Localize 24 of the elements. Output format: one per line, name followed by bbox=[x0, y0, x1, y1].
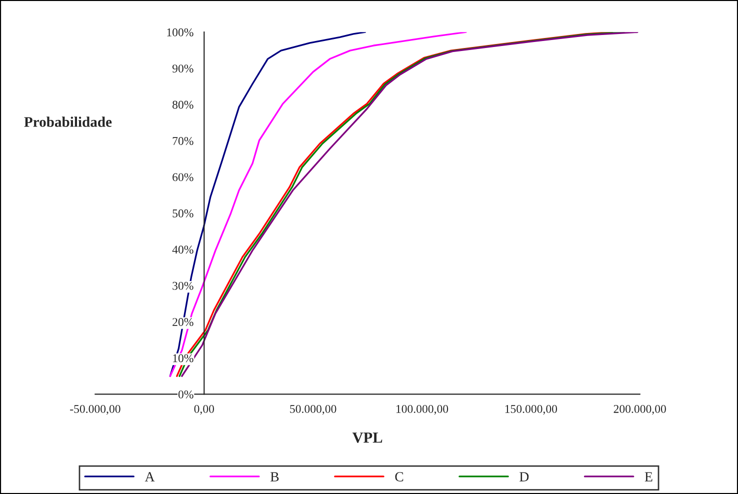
y-tick-label: 90% bbox=[172, 64, 194, 73]
y-tick-label: 60% bbox=[172, 173, 194, 182]
x-tick-label: 0,00 bbox=[194, 404, 214, 415]
legend-label: D bbox=[520, 472, 529, 482]
legend-label: B bbox=[270, 472, 279, 482]
x-tick-label: 150.000,00 bbox=[505, 404, 558, 415]
y-tick-label: 40% bbox=[172, 246, 194, 254]
legend-label: E bbox=[644, 472, 652, 482]
y-tick-label: 0% bbox=[178, 390, 194, 398]
legend-label: C bbox=[395, 472, 404, 482]
y-tick-label: 100% bbox=[167, 28, 194, 36]
y-tick-label: 10% bbox=[173, 354, 194, 362]
y-axis-title: Probabilidade bbox=[24, 116, 112, 127]
x-tick-label: 100.000,00 bbox=[396, 404, 448, 415]
x-tick-label: 200.000,00 bbox=[614, 404, 666, 415]
x-tick-label: 50.000,00 bbox=[290, 404, 336, 415]
y-tick-label: 70% bbox=[172, 136, 194, 145]
legend-label: A bbox=[144, 472, 155, 482]
y-tick-label: 80% bbox=[172, 100, 194, 109]
y-tick-label: 20% bbox=[172, 318, 194, 326]
x-axis-title: VPL bbox=[352, 432, 382, 443]
y-tick-label: 30% bbox=[172, 282, 194, 290]
x-tick-label: -50.000,00 bbox=[70, 404, 120, 415]
y-tick-label: 50% bbox=[172, 209, 194, 218]
